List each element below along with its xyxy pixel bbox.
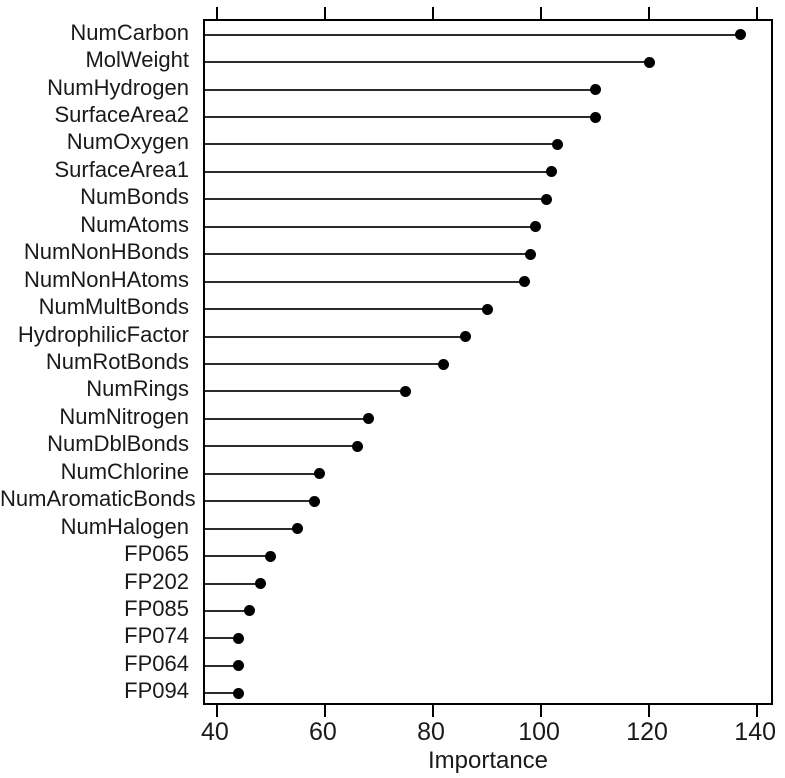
lollipop-line xyxy=(205,582,261,585)
category-label: MolWeight xyxy=(85,47,189,73)
data-point-dot xyxy=(524,248,536,260)
category-label: NumDblBonds xyxy=(47,431,189,457)
category-label: NumNonHAtoms xyxy=(23,266,189,292)
category-label: FP094 xyxy=(124,678,189,704)
lollipop-line xyxy=(205,417,369,420)
category-label: NumRings xyxy=(86,376,189,402)
lollipop-line xyxy=(205,170,552,173)
category-label: SurfaceArea1 xyxy=(54,156,189,182)
lollipop-line xyxy=(205,472,320,475)
lollipop-line xyxy=(205,280,525,283)
x-axis-tick xyxy=(215,7,218,19)
lollipop-line xyxy=(205,61,650,64)
data-point-dot xyxy=(292,523,304,535)
lollipop-line xyxy=(205,363,444,365)
data-point-dot xyxy=(551,138,563,150)
data-point-dot xyxy=(589,84,601,96)
x-axis-tick xyxy=(756,705,759,717)
x-axis-tick xyxy=(432,7,434,19)
x-axis-tick xyxy=(323,7,326,19)
lollipop-line xyxy=(205,664,239,667)
data-point-dot xyxy=(519,276,531,288)
data-point-dot xyxy=(735,29,747,41)
category-label: NumCarbon xyxy=(70,19,189,45)
data-point-dot xyxy=(232,632,244,644)
x-axis-tick-label: 60 xyxy=(309,718,337,746)
lollipop-line xyxy=(205,692,239,695)
data-point-dot xyxy=(481,303,493,315)
lollipop-line xyxy=(205,253,531,256)
category-label: NumAromaticBonds xyxy=(0,486,196,512)
lollipop-line xyxy=(205,88,596,91)
data-point-dot xyxy=(314,468,326,480)
category-label: NumOxygen xyxy=(66,129,189,155)
x-axis-tick-label: 40 xyxy=(200,718,229,746)
x-axis-title: Importance xyxy=(427,747,549,774)
data-point-dot xyxy=(540,193,552,205)
x-axis-tick xyxy=(648,7,651,19)
category-label: NumChlorine xyxy=(60,458,189,484)
plot-panel xyxy=(203,7,773,717)
lollipop-line xyxy=(205,390,406,393)
data-point-dot xyxy=(459,331,471,343)
category-label: FP202 xyxy=(124,568,189,594)
x-axis-tick-label: 80 xyxy=(417,718,445,746)
data-point-dot xyxy=(351,440,363,452)
data-point-dot xyxy=(232,660,244,672)
data-point-dot xyxy=(308,495,320,507)
lollipop-line xyxy=(205,116,596,119)
lollipop-line xyxy=(205,143,558,146)
category-label-column: NumCarbon MolWeight NumHydrogen SurfaceArea… xyxy=(0,19,196,705)
category-label: FP065 xyxy=(124,541,189,567)
lollipop-line xyxy=(205,445,358,448)
x-axis-tick xyxy=(540,7,543,19)
category-label: NumHydrogen xyxy=(47,74,189,100)
x-axis-tick xyxy=(756,7,759,19)
category-label: FP074 xyxy=(124,623,189,649)
category-label: NumAtoms xyxy=(80,211,189,237)
category-label: NumHalogen xyxy=(60,513,189,539)
category-label: FP085 xyxy=(124,595,189,621)
category-label: NumRotBonds xyxy=(45,349,189,374)
lollipop-line xyxy=(205,555,271,558)
category-label: NumMultBonds xyxy=(38,294,189,320)
lollipop-line xyxy=(205,225,536,228)
data-point-dot xyxy=(400,385,412,397)
data-point-dot xyxy=(589,111,601,123)
x-axis-tick xyxy=(648,705,651,717)
x-axis-tick-label: 140 xyxy=(734,718,777,746)
lollipop-line xyxy=(205,308,488,311)
data-point-dot xyxy=(530,221,542,233)
x-axis-tick-label: 120 xyxy=(626,718,668,746)
data-point-dot xyxy=(254,578,266,590)
data-point-dot xyxy=(232,687,244,699)
category-label: NumBonds xyxy=(80,184,189,210)
category-label: HydrophilicFactor xyxy=(17,321,189,347)
data-point-dot xyxy=(362,413,374,425)
x-axis-tick-label: 100 xyxy=(518,718,560,746)
lollipop-line xyxy=(205,335,466,338)
data-point-dot xyxy=(243,605,255,617)
data-point-dot xyxy=(265,550,277,562)
data-point-dot xyxy=(438,358,450,370)
category-label: SurfaceArea2 xyxy=(54,102,189,128)
lollipop-line xyxy=(205,527,298,530)
lollipop-line xyxy=(205,609,250,612)
x-axis-tick xyxy=(323,705,326,717)
lollipop-line xyxy=(205,637,239,640)
category-label: NumNitrogen xyxy=(59,403,189,429)
x-axis-tick xyxy=(540,705,543,717)
category-label: FP064 xyxy=(124,650,189,676)
data-point-dot xyxy=(643,56,655,68)
x-axis-tick xyxy=(215,705,218,717)
data-point-dot xyxy=(546,166,558,178)
x-axis-tick xyxy=(432,705,434,717)
lollipop-line xyxy=(205,33,741,36)
lollipop-line xyxy=(205,500,315,503)
lollipop-line xyxy=(205,198,547,201)
category-label: NumNonHBonds xyxy=(23,239,189,265)
